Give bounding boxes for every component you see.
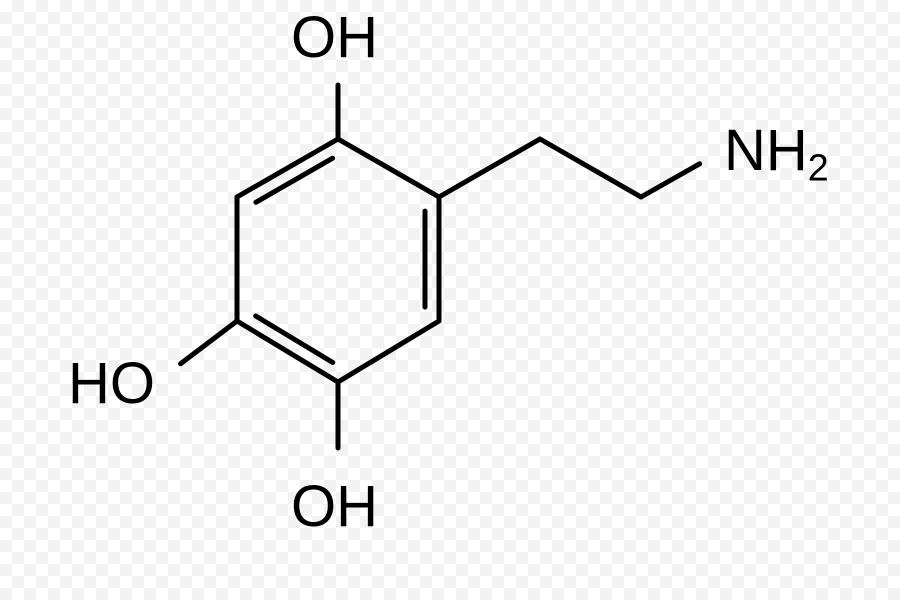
bond [338, 321, 439, 382]
bond [641, 164, 700, 197]
atom-label: HO [68, 351, 155, 416]
atom-label: OH [291, 5, 378, 70]
bond [338, 139, 439, 197]
atom-label: OH [291, 474, 378, 539]
bond [181, 321, 237, 364]
bond [540, 139, 641, 197]
bond [439, 139, 540, 197]
label-layer: OH HO OH NH2 [68, 5, 829, 539]
molecule-diagram: OH HO OH NH2 [0, 0, 900, 600]
bond [237, 321, 338, 382]
atom-label: NH2 [724, 118, 829, 188]
bond-layer [181, 85, 700, 448]
bond [237, 139, 338, 197]
